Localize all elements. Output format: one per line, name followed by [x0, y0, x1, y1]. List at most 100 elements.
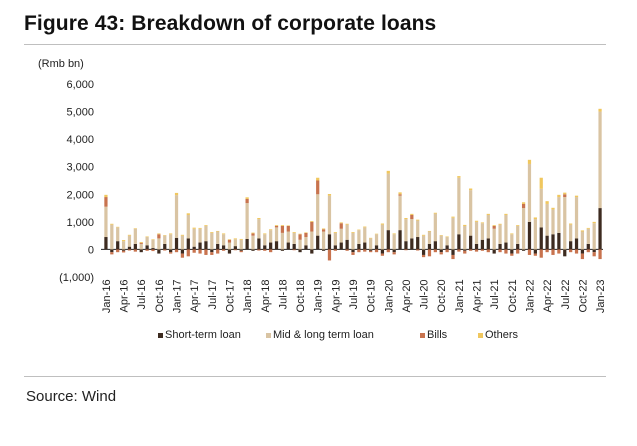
legend-swatch-bills	[420, 333, 425, 338]
bar-mid_long	[127, 235, 132, 247]
bar-short_term	[504, 242, 508, 250]
bar-bills	[569, 249, 573, 253]
bar-mid_long	[210, 232, 214, 250]
bar-short_term	[157, 249, 161, 254]
bar-others	[380, 223, 385, 225]
bar-mid_long	[104, 206, 108, 238]
bar-bills	[557, 249, 561, 254]
bar-bills	[363, 249, 367, 252]
x-tick-label: Oct-21	[507, 279, 519, 312]
bar-bills	[380, 253, 385, 256]
bar-short_term	[316, 235, 320, 250]
bar-short_term	[198, 242, 202, 250]
bar-bills	[263, 249, 267, 251]
bar-mid_long	[598, 111, 602, 209]
bar-mid_long	[304, 237, 308, 246]
bar-short_term	[357, 243, 361, 250]
bar-mid_long	[492, 228, 496, 250]
bar-others	[257, 217, 261, 220]
bar-bills	[227, 239, 232, 243]
bar-others	[274, 225, 279, 226]
bar-short_term	[151, 248, 155, 250]
bar-others	[374, 233, 379, 235]
x-tick-label: Jul-22	[560, 279, 572, 309]
bar-others	[304, 232, 308, 233]
bar-bills	[421, 254, 426, 258]
bar-mid_long	[363, 227, 367, 243]
bar-others	[298, 233, 302, 235]
bar-others	[557, 194, 561, 198]
bar-bills	[116, 249, 120, 253]
bar-bills	[298, 234, 302, 240]
bar-mid_long	[586, 228, 590, 244]
bar-bills	[574, 249, 579, 254]
bar-others	[357, 229, 361, 231]
bar-bills	[474, 249, 479, 252]
bar-mid_long	[251, 235, 255, 250]
bar-others	[427, 230, 432, 232]
bar-short_term	[410, 238, 414, 250]
bar-others	[163, 235, 167, 236]
legend-label-others: Others	[485, 329, 519, 341]
x-tick-label: Apr-18	[260, 279, 272, 312]
x-tick-label: Jul-20	[419, 279, 431, 309]
bar-bills	[504, 249, 508, 254]
bar-short_term	[116, 241, 120, 250]
legend-label-mid_long: Mid & long term loan	[273, 329, 374, 341]
bar-others	[169, 233, 173, 235]
bar-bills	[104, 197, 108, 207]
legend-label-bills: Bills	[427, 329, 448, 341]
bar-bills	[357, 249, 361, 253]
y-tick-label: 5,000	[66, 107, 94, 119]
bar-short_term	[369, 249, 373, 251]
bar-short_term	[310, 249, 314, 254]
bar-mid_long	[545, 203, 549, 236]
bar-short_term	[451, 249, 455, 255]
bar-mid_long	[404, 219, 408, 242]
bar-short_term	[598, 208, 602, 250]
bar-short_term	[133, 243, 137, 250]
bar-bills	[598, 249, 602, 260]
bar-mid_long	[463, 225, 467, 250]
bar-others	[469, 188, 473, 191]
bar-bills	[169, 252, 173, 254]
bar-mid_long	[574, 197, 579, 239]
bar-others	[404, 217, 408, 220]
bar-mid_long	[580, 231, 585, 250]
bar-mid_long	[351, 232, 355, 250]
bar-others	[221, 233, 226, 235]
bar-bills	[586, 249, 590, 253]
bar-mid_long	[557, 197, 561, 233]
bar-others	[421, 234, 426, 236]
bar-bills	[492, 225, 496, 229]
bar-bills	[304, 232, 308, 238]
bar-others	[369, 237, 373, 239]
y-tick-label: 3,000	[66, 162, 94, 174]
bar-mid_long	[321, 231, 326, 250]
bar-bills	[121, 250, 126, 253]
x-axis: Jan-16 Apr-16 Jul-16 Oct-16 Jan-17 Apr-17 Jul-…	[101, 279, 607, 313]
x-tick-label: Jan-16	[101, 279, 113, 313]
bar-others	[574, 195, 579, 198]
bar-short_term	[474, 243, 479, 250]
bar-short_term	[145, 245, 149, 250]
bar-short_term	[104, 237, 108, 250]
bar-short_term	[486, 238, 490, 250]
bar-bills	[127, 249, 132, 251]
x-tick-label: Apr-16	[119, 279, 131, 312]
bar-others	[410, 213, 414, 215]
bar-short_term	[427, 243, 432, 250]
bar-mid_long	[327, 195, 332, 235]
bar-bills	[451, 254, 455, 260]
bar-short_term	[386, 230, 390, 250]
bar-bills	[239, 250, 243, 253]
y-tick-label: (1,000)	[59, 272, 94, 284]
bar-mid_long	[392, 234, 396, 250]
bar-bills	[427, 249, 432, 257]
bar-mid_long	[433, 213, 437, 242]
bar-others	[145, 236, 149, 238]
bar-bills	[398, 194, 402, 196]
x-tick-label: Jan-19	[313, 279, 325, 313]
bar-mid_long	[451, 217, 455, 250]
bar-mid_long	[174, 195, 179, 238]
